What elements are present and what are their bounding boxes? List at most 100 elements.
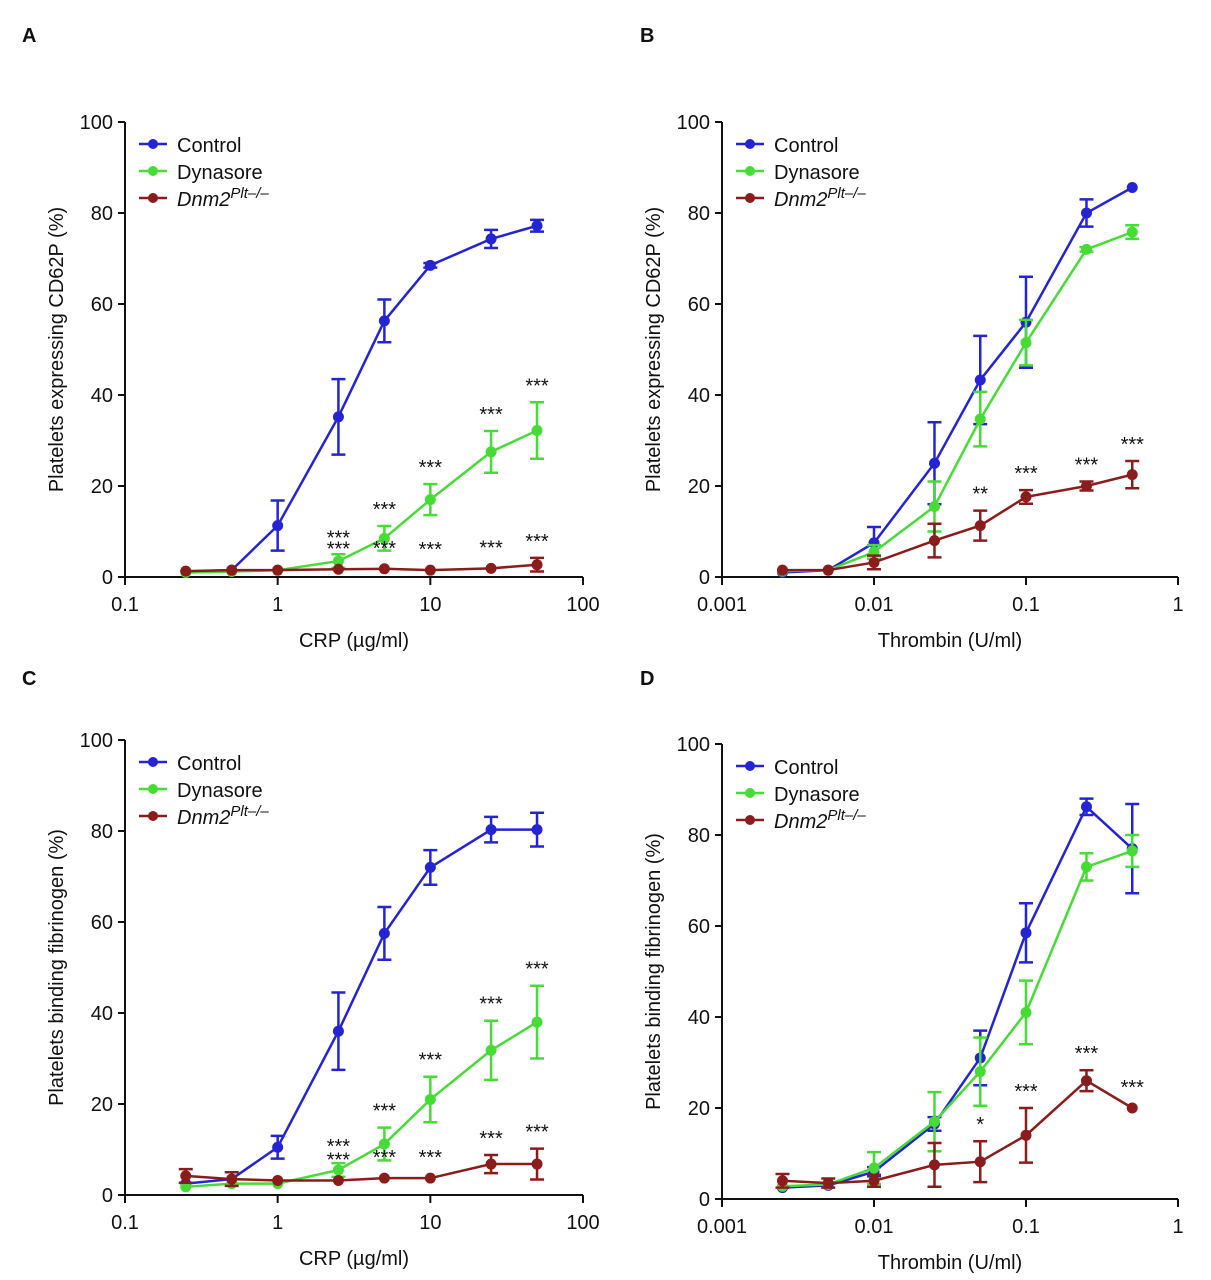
significance-label: *** xyxy=(327,1136,351,1158)
data-point xyxy=(531,559,543,571)
legend-marker xyxy=(148,757,158,767)
significance-label: *** xyxy=(373,499,397,521)
significance-label: *** xyxy=(1121,434,1145,456)
x-tick-label: 100 xyxy=(566,594,599,616)
significance-label: *** xyxy=(1014,463,1038,485)
y-axis-label: Platelets binding fibrinogen (%) xyxy=(46,829,68,1106)
significance-label: *** xyxy=(419,539,443,561)
data-point xyxy=(1126,469,1138,481)
significance-label: *** xyxy=(1075,1043,1099,1065)
x-tick-label: 0.1 xyxy=(1012,1216,1040,1238)
y-tick-label: 60 xyxy=(688,916,710,938)
y-tick-label: 20 xyxy=(91,476,113,498)
y-tick-label: 80 xyxy=(91,203,113,225)
data-point xyxy=(485,1158,497,1170)
legend-name: Dnm2 xyxy=(177,189,230,211)
data-point xyxy=(332,1164,344,1176)
x-tick-label: 1 xyxy=(272,1212,283,1234)
data-point xyxy=(424,259,436,271)
y-tick-label: 20 xyxy=(91,1094,113,1116)
x-tick-label: 0.1 xyxy=(111,594,139,616)
significance-label: *** xyxy=(327,1149,351,1171)
y-tick-label: 80 xyxy=(91,821,113,843)
data-point xyxy=(1080,1075,1092,1087)
data-point xyxy=(424,494,436,506)
y-tick-label: 40 xyxy=(688,385,710,407)
legend-label: Dynasore xyxy=(177,780,263,802)
x-tick-label: 0.1 xyxy=(111,1212,139,1234)
series-line xyxy=(185,563,538,573)
data-point xyxy=(180,1181,192,1193)
y-tick-label: 0 xyxy=(102,567,113,589)
x-tick-label: 10 xyxy=(419,594,441,616)
data-point xyxy=(424,861,436,873)
panel-label: C xyxy=(22,668,36,690)
data-point xyxy=(928,1116,940,1128)
data-point xyxy=(974,374,986,386)
data-point xyxy=(974,520,986,532)
significance-label: *** xyxy=(479,404,503,426)
data-point xyxy=(822,1177,834,1189)
data-point xyxy=(1080,801,1092,813)
y-tick-label: 100 xyxy=(80,730,113,752)
y-tick-label: 80 xyxy=(688,825,710,847)
legend-marker xyxy=(745,761,755,771)
y-axis-label: Platelets expressing CD62P (%) xyxy=(46,207,68,492)
significance-label: *** xyxy=(327,538,351,560)
x-axis-label: Thrombin (U/ml) xyxy=(878,630,1022,652)
x-tick-label: 0.01 xyxy=(855,594,894,616)
data-point xyxy=(531,220,543,232)
data-point xyxy=(1126,226,1138,238)
legend-name: Dnm2 xyxy=(774,189,827,211)
series-line xyxy=(782,473,1133,572)
legend-marker xyxy=(148,811,158,821)
significance-label: *** xyxy=(525,1122,549,1144)
panel-label: D xyxy=(640,668,654,690)
legend-label: Dynasore xyxy=(774,162,860,184)
legend-label: Dnm2Plt–/– xyxy=(177,185,269,211)
y-axis-label: Platelets binding fibrinogen (%) xyxy=(643,833,665,1110)
data-point xyxy=(332,1174,344,1186)
x-tick-label: 100 xyxy=(566,1212,599,1234)
legend-marker xyxy=(148,166,158,176)
data-point xyxy=(974,1156,986,1168)
data-point xyxy=(928,457,940,469)
legend-marker xyxy=(745,166,755,176)
y-tick-label: 0 xyxy=(699,567,710,589)
x-axis-label: CRP (µg/ml) xyxy=(299,1248,409,1270)
data-point xyxy=(928,1159,940,1171)
data-point xyxy=(378,563,390,575)
y-tick-label: 40 xyxy=(91,385,113,407)
significance-label: *** xyxy=(327,527,351,549)
y-tick-label: 60 xyxy=(688,294,710,316)
data-point xyxy=(776,1175,788,1187)
legend-marker xyxy=(148,784,158,794)
data-point xyxy=(974,413,986,425)
significance-label: *** xyxy=(525,959,549,981)
x-axis-label: CRP (µg/ml) xyxy=(299,630,409,652)
data-point xyxy=(1080,243,1092,255)
data-point xyxy=(1020,1006,1032,1018)
data-point xyxy=(272,1141,284,1153)
data-point xyxy=(485,233,497,245)
data-point xyxy=(531,824,543,836)
data-point xyxy=(868,556,880,568)
significance-label: *** xyxy=(419,1147,443,1169)
data-point xyxy=(928,500,940,512)
significance-label: *** xyxy=(373,538,397,560)
legend-sup: Plt–/– xyxy=(230,185,269,202)
data-point xyxy=(272,1174,284,1186)
data-point xyxy=(1080,861,1092,873)
x-tick-label: 0.001 xyxy=(697,1216,747,1238)
data-point xyxy=(776,564,788,576)
x-tick-label: 1 xyxy=(1172,594,1183,616)
y-tick-label: 100 xyxy=(677,112,710,134)
legend-name: Dnm2 xyxy=(177,807,230,829)
y-tick-label: 40 xyxy=(688,1007,710,1029)
legend-label: Control xyxy=(774,757,838,779)
x-axis-label: Thrombin (U/ml) xyxy=(878,1252,1022,1274)
significance-label: *** xyxy=(1121,1077,1145,1099)
series-line xyxy=(185,828,538,1185)
legend-label: Dnm2Plt–/– xyxy=(177,803,269,829)
significance-label: *** xyxy=(373,1147,397,1169)
